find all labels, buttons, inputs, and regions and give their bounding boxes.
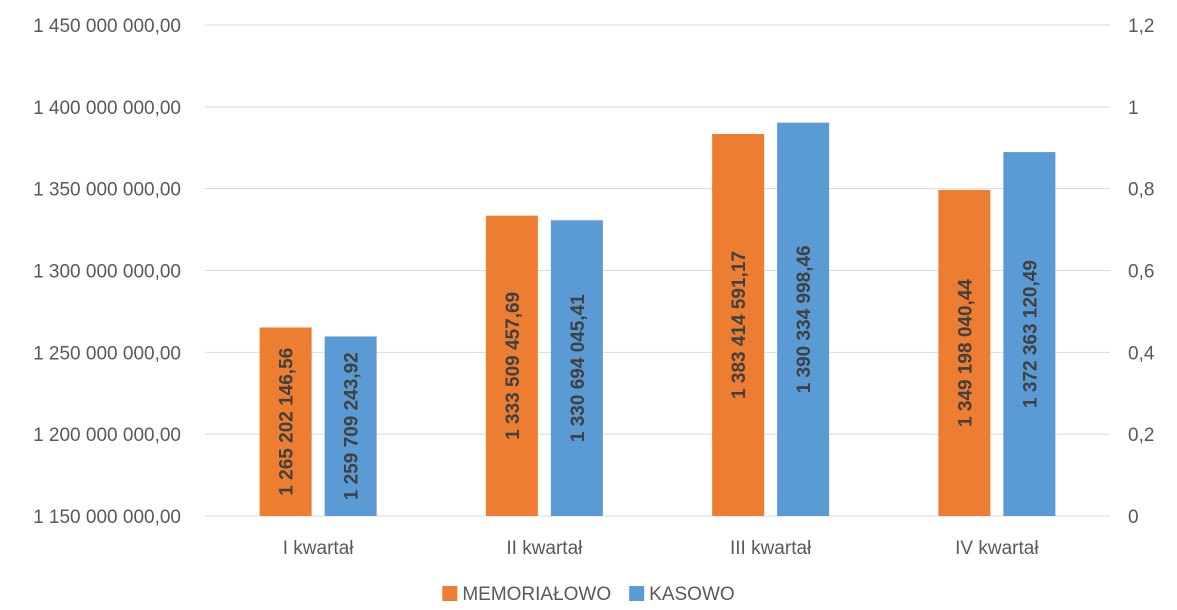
x-tick-label: IV kwartał [955,538,1039,559]
bar [550,220,603,516]
y-axis-right: 0 0,2 0,4 0,6 0,8 1 1,2 [1128,16,1155,528]
legend-label: KASOWO [649,584,735,605]
y-tick-label: 1 300 000 000,00 [33,262,181,283]
bar [777,122,830,516]
y-tick-label: 1 150 000 000,00 [33,507,181,528]
bar [1003,152,1056,517]
data-labels: 1 265 202 146,56 1 259 709 243,92 1 333 50… [277,245,1042,500]
bar [324,336,377,516]
y2-tick-label: 0,2 [1128,425,1154,446]
x-tick-label: I kwartał [283,538,355,559]
x-tick-label: II kwartał [506,538,583,559]
y2-tick-label: 0 [1128,507,1139,528]
data-label: 1 259 709 243,92 [342,352,363,500]
legend-swatch [629,586,645,601]
y-tick-label: 1 350 000 000,00 [33,180,181,201]
legend: MEMORIAŁOWO KASOWO [442,584,735,605]
data-label: 1 390 334 998,46 [794,245,815,393]
bars [259,122,1056,517]
y2-tick-label: 0,6 [1128,262,1154,283]
bar [485,215,538,516]
data-label: 1 330 694 045,41 [568,294,589,442]
bar [259,327,312,516]
y-axis-left: 1 150 000 000,00 1 200 000 000,00 1 250 00… [33,16,181,528]
data-label: 1 333 509 457,69 [503,292,524,440]
data-label: 1 372 363 120,49 [1020,260,1041,408]
y-tick-label: 1 200 000 000,00 [33,425,181,446]
y2-tick-label: 0,4 [1128,343,1155,364]
bar [712,133,765,516]
legend-swatch [442,586,458,601]
data-label: 1 265 202 146,56 [277,348,298,496]
bar [938,189,991,517]
y2-tick-label: 1 [1128,98,1139,119]
x-tick-label: III kwartał [730,538,812,559]
y-tick-label: 1 250 000 000,00 [33,343,181,364]
y2-tick-label: 0,8 [1128,180,1154,201]
x-axis: I kwartał II kwartał III kwartał IV kwartał [283,538,1040,559]
data-label: 1 383 414 591,17 [729,251,750,399]
y2-tick-label: 1,2 [1128,16,1154,37]
legend-label: MEMORIAŁOWO [462,584,611,605]
y-tick-label: 1 400 000 000,00 [33,98,181,119]
data-label: 1 349 198 040,44 [955,279,976,427]
y-tick-label: 1 450 000 000,00 [33,16,181,37]
